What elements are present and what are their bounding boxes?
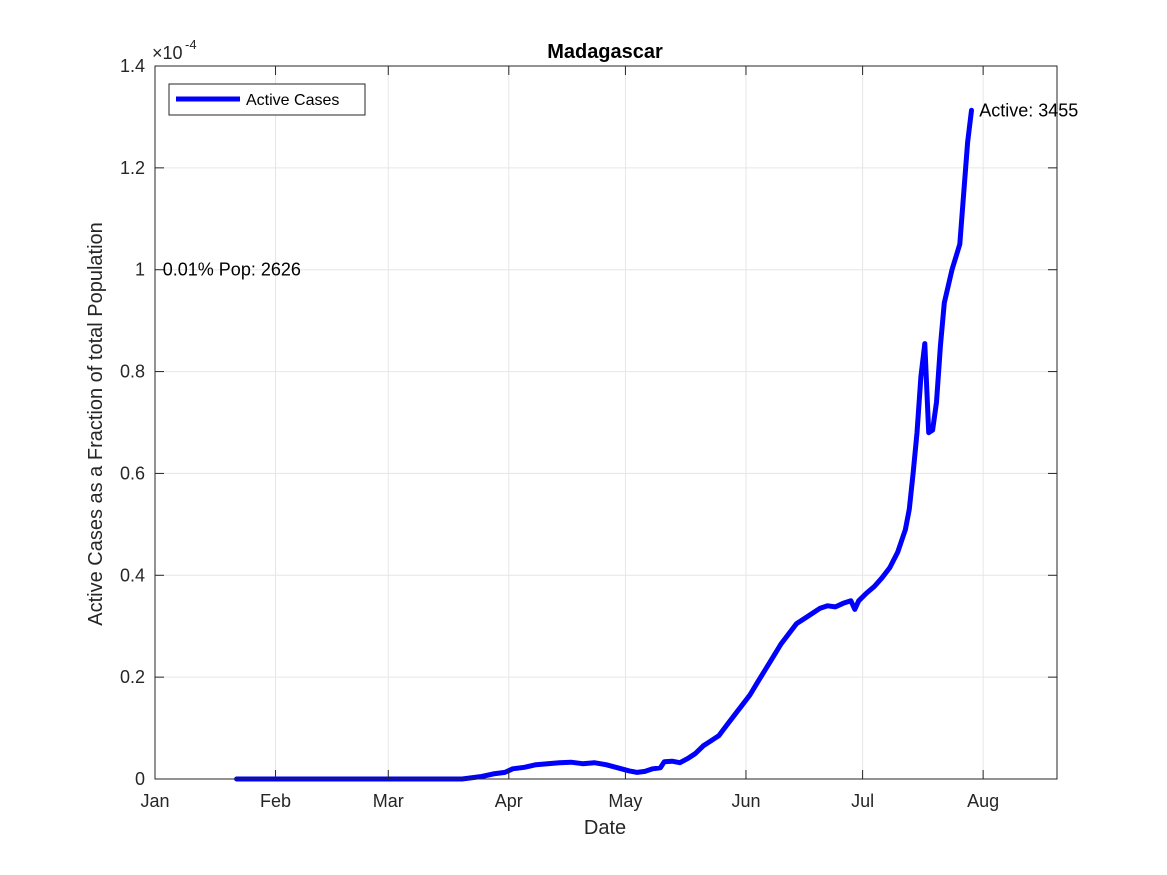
- x-tick-label: Aug: [967, 791, 999, 811]
- y-tick-label: 0.2: [120, 667, 145, 687]
- y-tick-label: 0.4: [120, 565, 145, 585]
- x-tick-label: May: [608, 791, 642, 811]
- x-axis-label: Date: [584, 817, 626, 839]
- y-tick-label: 0.8: [120, 362, 145, 382]
- annotation-active-count: Active: 3455: [979, 100, 1078, 120]
- y-tick-label: 1.2: [120, 158, 145, 178]
- x-tick-label: Feb: [260, 791, 291, 811]
- y-tick-label: 0: [135, 769, 145, 789]
- grid: [154, 65, 1057, 780]
- series-line-active-cases: [234, 107, 974, 782]
- y-exponent-base: ×10: [152, 43, 183, 63]
- y-axis-label: Active Cases as a Fraction of total Popu…: [85, 222, 107, 626]
- y-exponent-label: ×10 -4: [152, 37, 197, 63]
- x-tick-label: Jun: [731, 791, 760, 811]
- y-tick-label: 0.6: [120, 463, 145, 483]
- legend: Active Cases: [168, 83, 366, 116]
- chart-title: Madagascar: [547, 41, 663, 63]
- annotations: Active: 3455 0.01% Pop: 2626: [163, 100, 1079, 279]
- x-tick-label: Jan: [140, 791, 169, 811]
- axes-box: [154, 65, 1058, 780]
- y-tick-label: 1.4: [120, 56, 145, 76]
- annotation-population-threshold: 0.01% Pop: 2626: [163, 260, 301, 280]
- plot-area: [234, 107, 974, 782]
- y-tick-label: 1: [135, 260, 145, 280]
- x-tick-label: Jul: [851, 791, 874, 811]
- x-tick-label: Apr: [495, 791, 523, 811]
- axes: Jan Feb Mar Apr May Jun Jul Aug 0 0.2 0.4 0.6 0.8 1 1.…: [120, 56, 1058, 811]
- legend-label-active-cases: Active Cases: [246, 92, 339, 109]
- y-exponent-power: -4: [185, 37, 197, 52]
- x-tick-label: Mar: [373, 791, 404, 811]
